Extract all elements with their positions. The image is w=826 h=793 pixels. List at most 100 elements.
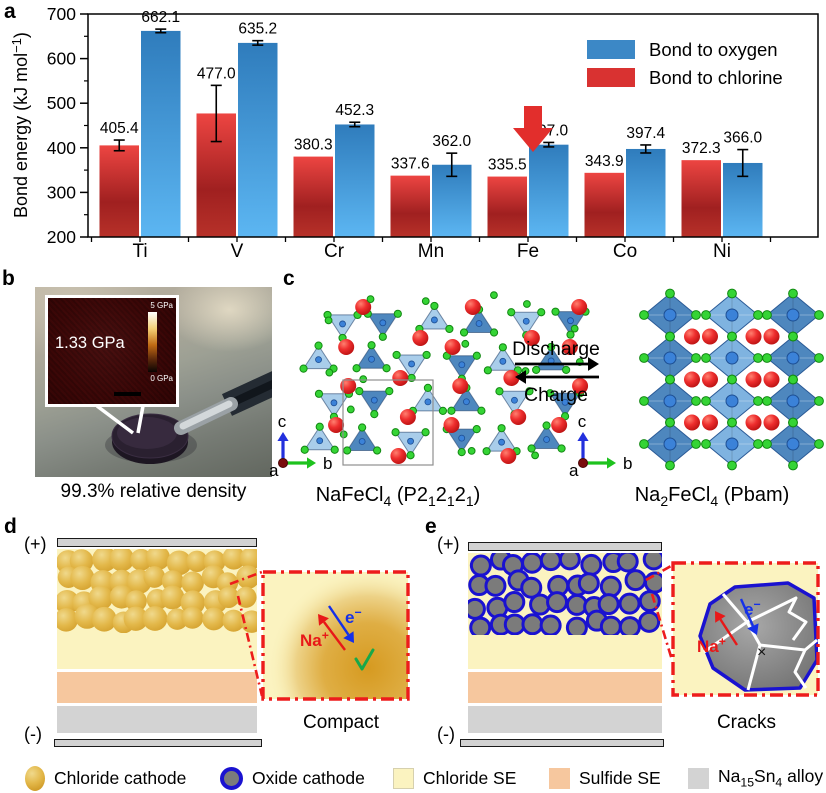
legend-label: Oxide cathode [252, 767, 365, 788]
legend-alloy: Na15Sn4 alloy [688, 764, 823, 792]
svg-text:600: 600 [47, 49, 76, 69]
pressure-value: 1.33 GPa [55, 334, 125, 352]
svg-text:a: a [569, 461, 579, 480]
negative-electrode-e [460, 739, 664, 747]
pellet-photo-drawing [95, 371, 272, 464]
x-tick-label-Co: Co [613, 241, 637, 262]
electron-label-d: e−​ [345, 606, 362, 627]
cracked-particle [698, 581, 818, 692]
afm-inset: 1.33 GPa 5 GPa 0 GPa [45, 295, 179, 407]
svg-text:c: c [578, 412, 587, 431]
value-label-Ti-chlorine: 405.4 [100, 120, 139, 137]
error-bar-Fe-oxygen [543, 141, 555, 148]
crystal-structures: Discharge Charge c b a c b a [270, 288, 824, 480]
x-tick-label-Ti: Ti [132, 241, 147, 262]
colorbar-min-label: 0 GPa [150, 374, 173, 383]
blocked-icon: × [757, 644, 766, 661]
value-label-Cr-oxygen: 452.3 [335, 102, 374, 119]
panel-label-a: a [4, 0, 16, 23]
value-label-Co-oxygen: 397.4 [626, 125, 665, 142]
legend-label: Chloride SE [423, 767, 517, 788]
panel-label-b: b [2, 267, 15, 290]
bar-Co-oxygen [626, 148, 666, 237]
electron-label-e: e−​ [744, 598, 761, 619]
svg-text:500: 500 [47, 93, 76, 113]
compact-caption: Compact [302, 712, 380, 733]
bar-Ti-chlorine [99, 145, 139, 237]
x-tick-label-Fe: Fe [517, 241, 539, 262]
error-bar-Cr-oxygen [349, 121, 361, 128]
panel-label-d: d [4, 515, 17, 538]
pellet-disc [111, 413, 189, 459]
positive-terminal-e: (+) [437, 534, 460, 554]
positive-terminal-d: (+) [24, 534, 47, 554]
svg-text:700: 700 [47, 4, 76, 24]
na-ion-label-d: Na+​ [300, 629, 329, 650]
error-bar-Ni-oxygen [737, 148, 749, 178]
sulfide-se-swatch [549, 767, 570, 789]
legend-label: Sulfide SE [579, 767, 661, 788]
oxide-cathode-particles [468, 553, 662, 635]
charge-label: Charge [524, 384, 588, 406]
bar-Mn-chlorine [390, 175, 430, 237]
na2fecl4-structure [639, 288, 824, 471]
legend-sulfide-se: Sulfide SE [549, 764, 661, 792]
error-bar-Co-oxygen [640, 144, 652, 154]
legend-label: Chloride cathode [54, 767, 187, 788]
bond-energy-chart: 405.4 662.1 477.0 635.2 380.3 452.3 337.6362.0… [9, 4, 819, 262]
legend-chloride-cathode: Chloride cathode [25, 764, 186, 792]
alloy-layer-e [468, 706, 662, 733]
cracks-inset: Na+​ e−​ × [645, 561, 820, 697]
pellet-photo: 1.33 GPa 5 GPa 0 GPa [35, 287, 272, 477]
svg-text:300: 300 [47, 182, 76, 202]
value-label-Cr-chlorine: 380.3 [294, 137, 333, 154]
legend-label: Na15Sn4 alloy [718, 766, 824, 790]
nafecl4-structure [299, 301, 590, 460]
scale-bar [114, 392, 141, 396]
x-tick-label-Cr: Cr [324, 241, 345, 262]
colorbar-max-label: 5 GPa [150, 301, 173, 310]
alloy-layer-d [57, 706, 257, 733]
pressure-colorbar [148, 312, 157, 372]
axis-triad-right [577, 432, 616, 469]
x-tick-label-V: V [231, 241, 244, 262]
legend-oxide-cathode: Oxide cathode [220, 764, 365, 792]
bar-Ni-chlorine [681, 160, 721, 237]
value-label-Ni-oxygen: 366.0 [723, 130, 762, 147]
cracks-caption: Cracks [716, 712, 777, 733]
bar-Cr-chlorine [293, 156, 333, 237]
negative-terminal-d: (-) [24, 724, 42, 744]
value-label-Mn-chlorine: 337.6 [391, 156, 430, 173]
bar-Fe-oxygen [529, 144, 569, 237]
tweezers [174, 371, 272, 435]
svg-text:b: b [323, 454, 332, 473]
x-tick-label-Ni: Ni [713, 241, 731, 262]
error-bar-Ti-chlorine [113, 139, 125, 152]
value-label-Fe-chlorine: 335.5 [488, 157, 527, 174]
chart-legend-label-chlorine: Bond to chlorine [649, 67, 783, 88]
bar-Ti-oxygen [141, 30, 181, 238]
negative-terminal-e: (-) [437, 724, 455, 744]
negative-electrode-d [54, 739, 262, 747]
value-label-Co-chlorine: 343.9 [585, 153, 624, 170]
panel-label-c: c [283, 267, 295, 290]
panel-label-e: e [425, 515, 437, 538]
positive-electrode-e [468, 542, 662, 551]
sulfide-se-layer-e [468, 672, 662, 703]
svg-text:a: a [270, 461, 279, 480]
bar-Cr-oxygen [335, 124, 375, 237]
chloride-cathode-swatch [25, 765, 45, 791]
svg-text:200: 200 [47, 227, 76, 247]
value-label-Ni-chlorine: 372.3 [682, 140, 721, 157]
svg-text:400: 400 [47, 138, 76, 158]
nafecl4-label: NaFeCl4 (P212121) [315, 484, 481, 509]
svg-text:c: c [278, 412, 287, 431]
na-ion-label-e: Na+​ [697, 635, 726, 656]
x-tick-label-Mn: Mn [418, 241, 444, 262]
legend-chloride-se: Chloride SE [393, 764, 516, 792]
axis-triad-left [277, 432, 316, 469]
density-caption: 99.3% relative density [60, 481, 247, 502]
error-bar-V-oxygen [252, 39, 264, 46]
bar-V-oxygen [238, 42, 278, 237]
